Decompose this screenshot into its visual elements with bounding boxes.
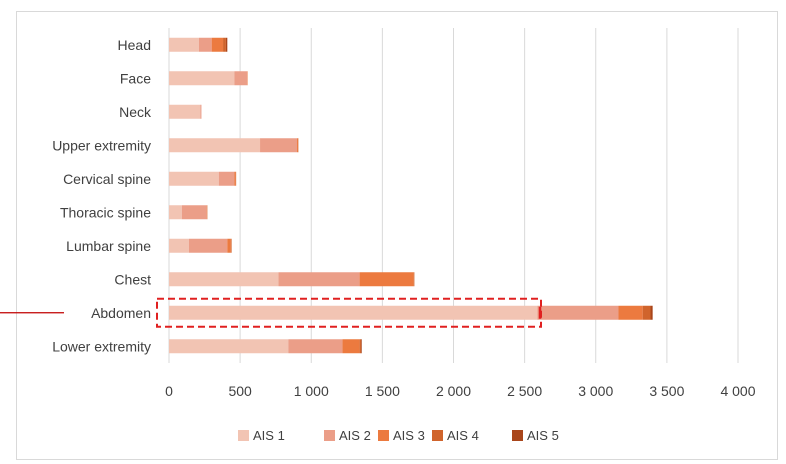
legend-swatch-ais-2 (324, 430, 335, 441)
bar-lumbar-spine-ais-2 (188, 238, 228, 253)
bar-head-ais-2 (198, 37, 212, 52)
bar-head-ais-4 (223, 37, 226, 52)
category-label-face: Face (120, 70, 151, 86)
x-tick-label-500: 500 (228, 383, 252, 399)
bar-head-ais-5 (225, 37, 228, 52)
bar-lumbar-spine-ais-1 (169, 238, 189, 253)
bar-face-ais-2 (234, 71, 248, 86)
bar-cervical-spine-ais-2 (218, 171, 235, 186)
legend-label-ais-5: AIS 5 (527, 428, 559, 443)
category-label-abdomen: Abdomen (91, 305, 151, 321)
bar-chest-ais-2 (278, 272, 360, 287)
legend-label-ais-4: AIS 4 (447, 428, 479, 443)
category-labels: Head Face Neck Upper extremity Cervical spin… (52, 37, 152, 355)
bar-neck-ais-1 (169, 104, 201, 119)
bar-head-ais-1 (169, 37, 199, 52)
x-tick-label-1000: 1 000 (294, 383, 329, 399)
category-label-cervical-spine: Cervical spine (63, 171, 151, 187)
x-tick-label-4000: 4 000 (720, 383, 755, 399)
legend-label-ais-1: AIS 1 (253, 428, 285, 443)
bar-thoracic-spine-ais-2 (181, 205, 207, 220)
bar-lower-extremity-ais-5 (361, 339, 362, 354)
bar-cervical-spine-ais-3 (234, 171, 236, 186)
legend-label-ais-2: AIS 2 (339, 428, 371, 443)
x-tick-label-2500: 2 500 (507, 383, 542, 399)
bar-lower-extremity-ais-3 (342, 339, 360, 354)
bar-chest-ais-3 (359, 272, 414, 287)
legend-label-ais-3: AIS 3 (393, 428, 425, 443)
bar-neck-ais-2 (200, 104, 202, 119)
legend-swatch-ais-1 (238, 430, 249, 441)
x-tick-label-0: 0 (165, 383, 173, 399)
bar-thoracic-spine-ais-1 (169, 205, 182, 220)
bar-abdomen-ais-4 (642, 305, 651, 320)
category-label-upper-extremity: Upper extremity (52, 137, 151, 153)
x-tick-label-3000: 3 000 (578, 383, 613, 399)
category-label-lower-extremity: Lower extremity (52, 338, 151, 354)
abdomen-highlight-annotation (0, 297, 542, 328)
x-tick-label-1500: 1 500 (365, 383, 400, 399)
category-label-thoracic-spine: Thoracic spine (60, 204, 151, 220)
legend: AIS 1 AIS 2 AIS 3 AIS 4 AIS 5 (238, 428, 559, 443)
bar-upper-extremity-ais-2 (260, 138, 298, 153)
bar-chest-ais-4 (413, 272, 415, 287)
legend-swatch-ais-3 (378, 430, 389, 441)
bar-abdomen-ais-2 (537, 305, 619, 320)
chart-frame (16, 11, 778, 460)
bar-lower-extremity-ais-1 (169, 339, 289, 354)
bar-cervical-spine-ais-1 (169, 171, 219, 186)
category-label-chest: Chest (114, 271, 151, 287)
category-label-head: Head (118, 37, 151, 53)
bar-abdomen-ais-1 (169, 305, 538, 320)
legend-swatch-ais-5 (512, 430, 523, 441)
bar-upper-extremity-ais-1 (169, 138, 261, 153)
bar-head-ais-3 (211, 37, 224, 52)
bar-lower-extremity-ais-2 (288, 339, 343, 354)
category-label-lumbar-spine: Lumbar spine (66, 238, 151, 254)
category-label-neck: Neck (119, 104, 152, 120)
legend-swatch-ais-4 (432, 430, 443, 441)
bar-upper-extremity-ais-3 (297, 138, 299, 153)
x-tick-label-3500: 3 500 (649, 383, 684, 399)
bar-lumbar-spine-ais-4 (230, 238, 232, 253)
bars (169, 37, 653, 354)
bar-face-ais-1 (169, 71, 235, 86)
bar-abdomen-ais-3 (618, 305, 643, 320)
bar-chest-ais-1 (169, 272, 279, 287)
bar-abdomen-ais-5 (650, 305, 653, 320)
bar-lower-extremity-ais-4 (359, 339, 362, 354)
x-tick-label-2000: 2 000 (436, 383, 471, 399)
bar-lumbar-spine-ais-3 (227, 238, 231, 253)
x-axis-ticks: 0 500 1 000 1 500 2 000 2 500 3 000 3 500 4 000 (165, 383, 756, 399)
